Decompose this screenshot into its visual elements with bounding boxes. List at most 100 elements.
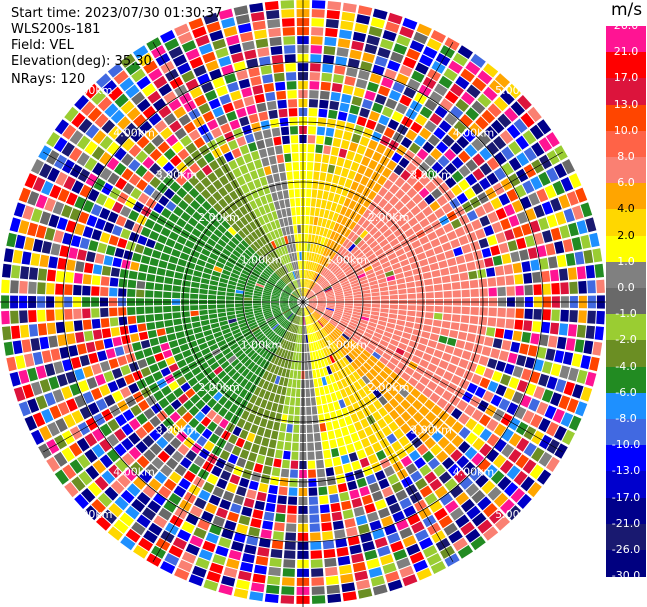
velocity-gate: [136, 289, 145, 298]
velocity-gate: [372, 64, 385, 76]
velocity-gate: [91, 286, 100, 296]
velocity-gate: [432, 277, 442, 285]
velocity-gate: [290, 234, 295, 243]
velocity-gate: [217, 304, 226, 309]
colorbar-segment: [606, 419, 646, 446]
velocity-gate: [254, 366, 262, 376]
velocity-gate: [369, 318, 378, 324]
velocity-gate: [254, 288, 263, 292]
velocity-gate: [115, 458, 129, 472]
velocity-gate: [398, 304, 407, 310]
velocity-gate: [18, 220, 30, 235]
velocity-gate: [400, 182, 412, 193]
velocity-gate: [371, 102, 384, 114]
velocity-gate: [92, 428, 105, 442]
velocity-gate: [233, 5, 249, 16]
velocity-gate: [319, 278, 327, 286]
velocity-gate: [294, 290, 300, 298]
velocity-gate: [374, 499, 387, 510]
velocity-gate: [353, 213, 362, 223]
velocity-gate: [241, 269, 251, 276]
velocity-gate: [55, 418, 68, 433]
velocity-gate: [115, 414, 127, 427]
velocity-gate: [160, 367, 171, 377]
velocity-gate: [393, 267, 403, 275]
velocity-gate: [320, 267, 327, 275]
velocity-gate: [318, 302, 326, 304]
velocity-gate: [316, 459, 325, 469]
velocity-gate: [289, 283, 295, 291]
velocity-gate: [190, 305, 199, 311]
velocity-gate: [383, 465, 395, 477]
velocity-gate: [148, 478, 162, 491]
velocity-gate: [87, 482, 102, 497]
velocity-gate: [57, 401, 70, 416]
velocity-gate: [329, 364, 336, 373]
velocity-gate: [188, 175, 200, 187]
velocity-gate: [442, 283, 452, 291]
velocity-gate: [498, 350, 509, 362]
colorbar-segment: [606, 523, 646, 551]
velocity-gate: [277, 238, 283, 247]
velocity-gate: [585, 325, 595, 339]
velocity-gate: [112, 390, 124, 403]
velocity-gate: [286, 171, 293, 180]
velocity-gate: [356, 184, 365, 194]
velocity-gate: [239, 429, 249, 440]
velocity-gate: [289, 300, 297, 302]
velocity-gate: [416, 252, 427, 261]
velocity-gate: [490, 394, 503, 407]
velocity-gate: [99, 167, 113, 181]
velocity-gate: [303, 308, 305, 316]
velocity-gate: [52, 389, 65, 403]
velocity-gate: [443, 306, 452, 314]
velocity-gate: [300, 279, 302, 288]
velocity-gate: [373, 194, 383, 205]
velocity-gate: [448, 60, 463, 74]
velocity-gate: [353, 87, 365, 98]
velocity-gate: [594, 326, 604, 341]
velocity-gate: [494, 151, 507, 166]
velocity-gate: [318, 414, 325, 423]
velocity-gate: [371, 307, 380, 312]
velocity-gate: [168, 46, 184, 59]
velocity-gate: [174, 464, 187, 477]
velocity-gate: [317, 276, 324, 284]
velocity-gate: [298, 243, 302, 252]
velocity-gate: [151, 190, 163, 202]
velocity-gate: [366, 325, 376, 332]
velocity-gate: [444, 249, 455, 259]
velocity-gate: [556, 336, 567, 350]
velocity-gate: [305, 225, 309, 234]
range-ring-label: 2.00km: [368, 381, 410, 394]
velocity-gate: [194, 497, 207, 510]
velocity-gate: [311, 361, 316, 370]
velocity-gate: [559, 225, 571, 239]
velocity-gate: [378, 407, 388, 417]
velocity-gate: [261, 157, 270, 167]
velocity-gate: [117, 116, 131, 130]
velocity-gate: [244, 249, 253, 257]
velocity-gate: [293, 261, 297, 270]
velocity-gate: [317, 245, 323, 254]
velocity-gate: [84, 262, 94, 274]
colorbar-segment: [606, 550, 646, 577]
velocity-gate: [308, 303, 317, 306]
velocity-gate: [357, 429, 367, 440]
velocity-gate: [105, 245, 116, 256]
velocity-gate: [585, 265, 595, 279]
velocity-gate: [412, 424, 424, 436]
velocity-gate: [181, 70, 195, 83]
velocity-gate: [327, 593, 342, 603]
velocity-gate: [357, 588, 373, 599]
velocity-gate: [336, 47, 349, 57]
velocity-gate: [53, 230, 64, 243]
velocity-gate: [128, 361, 140, 373]
velocity-gate: [82, 200, 95, 213]
velocity-gate: [196, 337, 206, 345]
velocity-gate: [104, 103, 119, 118]
velocity-gate: [319, 386, 325, 396]
velocity-gate: [317, 294, 325, 298]
velocity-gate: [571, 236, 582, 251]
velocity-gate: [319, 340, 325, 349]
